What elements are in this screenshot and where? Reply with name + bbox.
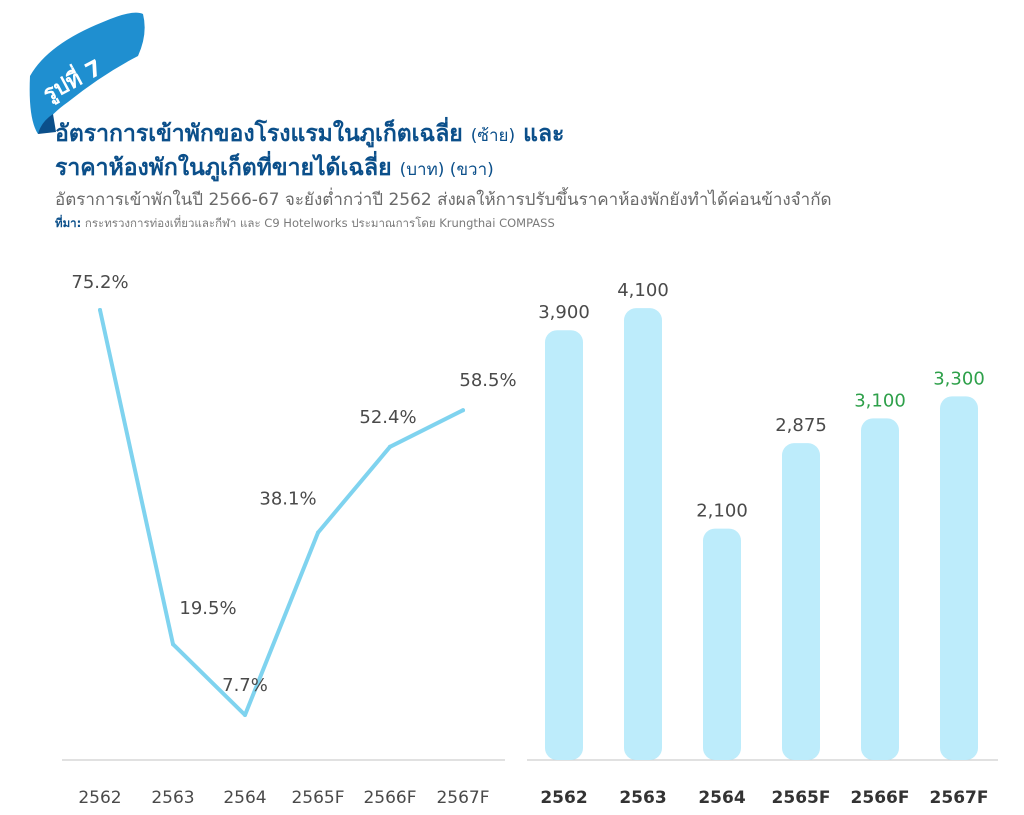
bar-x-tick-label: 2562 [540,788,587,808]
occupancy-data-label: 52.4% [359,407,416,428]
badge-ribbon-shape [29,12,145,134]
title-and: และ [523,121,565,147]
source-text: กระทรวงการท่องเที่ยวและกีฬา และ C9 Hotel… [84,216,555,230]
room-rate-bar [624,308,662,760]
badge-ribbon-fold [38,114,56,134]
room-rate-bar [782,443,820,760]
occupancy-data-label: 75.2% [71,272,128,293]
room-rate-data-label: 2,100 [696,501,748,522]
room-rate-data-label: 2,875 [775,415,827,436]
bar-x-tick-label: 2565F [772,788,831,808]
line-x-tick-label: 2565F [291,788,344,808]
occupancy-point [171,642,175,647]
line-x-tick-label: 2564 [223,788,266,808]
title-unit-left: (ซ้าย) [470,126,516,146]
title-text-2: ราคาห้องพักในภูเก็ตที่ขายได้เฉลี่ย [55,155,392,181]
occupancy-point [461,408,465,413]
room-rate-data-label: 3,300 [933,368,985,389]
room-rate-bar [545,330,583,760]
bar-x-tick-label: 2563 [619,788,666,808]
occupancy-data-label: 19.5% [179,598,236,619]
occupancy-point [243,713,247,717]
line-x-tick-label: 2567F [436,788,489,808]
occupancy-line-chart: 75.2% 19.5% 7.7% 38.1% 52.4% 58.5% 2562 2563 256… [62,272,517,808]
bar-x-tick-label: 2567F [930,788,989,808]
title-line-2: ราคาห้องพักในภูเก็ตที่ขายได้เฉลี่ย (บาท)… [55,152,1015,186]
occupancy-point [388,444,392,449]
line-x-tick-label: 2566F [363,788,416,808]
room-rate-data-label: 4,100 [617,280,669,301]
figure-badge: รูปที่ 7 [29,12,145,134]
occupancy-data-label: 7.7% [222,675,268,696]
title-line-1: อัตราการเข้าพักของโรงแรมในภูเก็ตเฉลี่ย (… [55,118,1015,152]
room-rate-data-label: 3,900 [538,302,590,323]
title-text-1: อัตราการเข้าพักของโรงแรมในภูเก็ตเฉลี่ย [55,121,463,147]
subtitle: อัตราการเข้าพักในปี 2566-67 จะยังต่ำกว่า… [55,190,832,210]
chart-header: อัตราการเข้าพักของโรงแรมในภูเก็ตเฉลี่ย (… [55,118,1015,232]
bar-x-tick-label: 2566F [851,788,910,808]
source-note: ที่มา: กระทรวงการท่องเที่ยวและกีฬา และ C… [55,214,1015,232]
room-rate-bar [703,528,741,760]
occupancy-data-label: 38.1% [259,489,316,510]
occupancy-point [98,308,102,312]
line-x-tick-label: 2563 [151,788,194,808]
line-x-tick-label: 2562 [78,788,121,808]
occupancy-point [316,530,320,535]
occupancy-data-label: 58.5% [459,370,516,391]
room-rate-bar [940,396,978,760]
room-rate-data-label: 3,100 [854,390,906,411]
occupancy-series-line [98,308,465,717]
bar-x-tick-label: 2564 [698,788,745,808]
source-label: ที่มา: [55,216,82,230]
room-rate-bar-chart: 3,900 4,100 2,100 2,875 3,100 3,300 2562 2563 25… [527,280,998,808]
title-unit-right: (บาท) (ขวา) [399,160,494,180]
room-rate-bar [861,418,899,760]
